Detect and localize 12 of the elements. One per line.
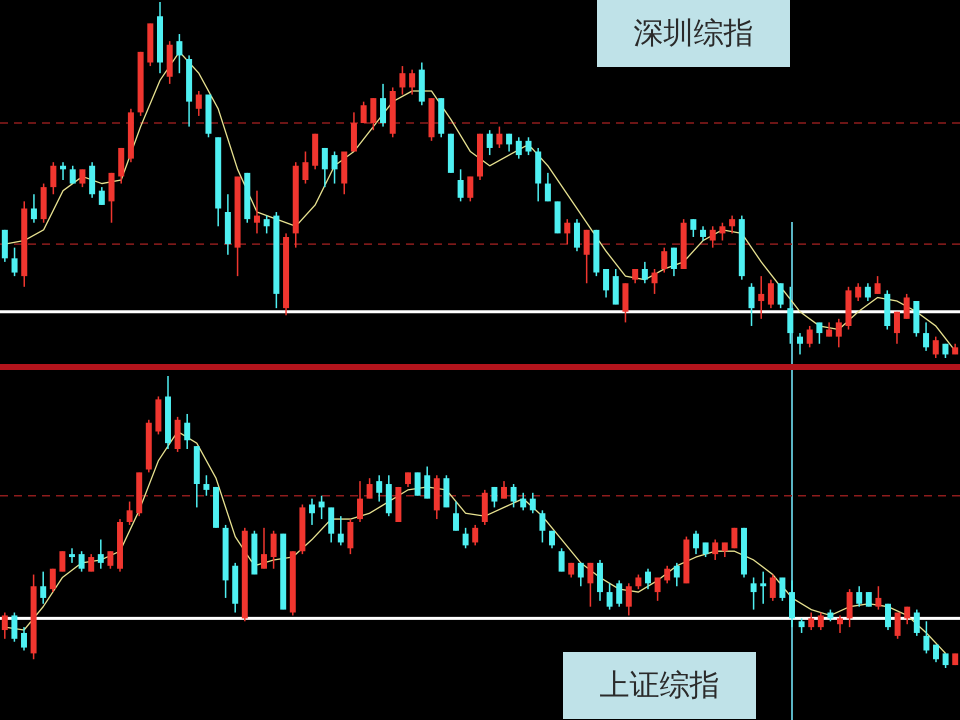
candlestick — [414, 472, 421, 496]
text: 深圳综指 — [597, 0, 790, 67]
candlestick — [59, 550, 66, 572]
candlestick — [952, 652, 958, 666]
candlestick — [395, 486, 402, 523]
candlestick — [213, 486, 219, 529]
candlestick — [866, 591, 872, 608]
candlestick — [554, 200, 561, 234]
text: 上证综指 — [563, 652, 756, 719]
candlestick — [448, 132, 454, 174]
candlestick — [731, 527, 738, 550]
candlestick — [280, 532, 286, 610]
